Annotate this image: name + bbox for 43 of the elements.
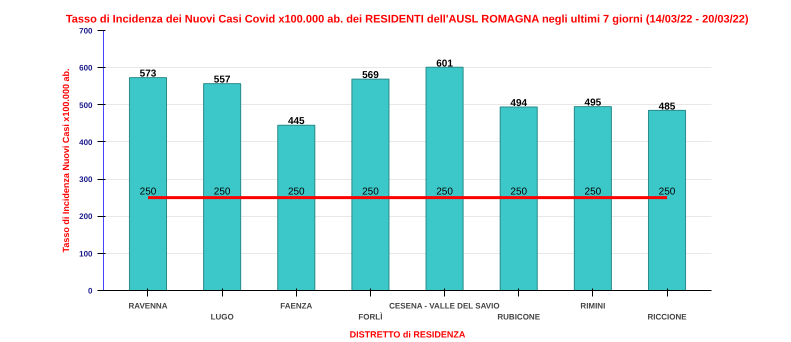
x-tick-label: CESENA - VALLE DEL SAVIO: [389, 302, 500, 310]
bar: [500, 106, 538, 290]
data-label: 601: [436, 58, 454, 70]
data-label: 495: [584, 98, 602, 109]
y-tick-label: 400: [79, 138, 94, 147]
data-label: 494: [510, 98, 528, 110]
x-tick-label: FORLÌ: [358, 311, 382, 322]
data-label: 250: [658, 186, 676, 198]
x-tick-label: RIMINI: [580, 302, 606, 310]
data-label: 569: [362, 70, 380, 82]
chart-title: Tasso di Incidenza dei Nuovi Casi Covid x100.000 ab. dei RESIDENTI dell'AUSL ROMAGNA negli ultimi 7 giorni (14/03/22 - 20/03/22): [66, 14, 749, 26]
bar: [648, 110, 686, 290]
x-tick-label: RICCIONE: [647, 312, 688, 322]
y-tick-label: 300: [79, 175, 94, 184]
data-label: 250: [584, 186, 602, 198]
bar: [203, 83, 242, 290]
bar: [351, 78, 390, 290]
x-tick-label: FAENZA: [280, 302, 313, 310]
x-tick-label: RUBICONE: [497, 312, 541, 322]
y-tick-label: 700: [79, 26, 94, 36]
bar: [277, 124, 316, 290]
bar: [128, 77, 168, 290]
data-label: 557: [214, 74, 231, 86]
y-axis-title: Tasso di Incidenza Nuovi Casi x100.000 ab.: [61, 68, 72, 252]
data-label: 250: [288, 186, 306, 198]
x-tick-label: RAVENNA: [128, 302, 168, 310]
y-tick-label: 500: [79, 100, 94, 110]
data-label: 250: [140, 186, 157, 198]
data-label: 445: [288, 116, 306, 128]
data-label: 485: [658, 101, 676, 112]
data-label: 250: [214, 186, 231, 198]
data-label: 250: [436, 186, 454, 198]
data-label: 250: [362, 186, 380, 198]
y-tick-label: 100: [79, 249, 94, 258]
y-tick-label: 0: [88, 286, 94, 296]
x-tick-label: LUGO: [210, 312, 234, 322]
x-axis-title: DISTRETTO di RESIDENZA: [350, 329, 466, 340]
y-tick-label: 200: [79, 212, 94, 222]
bar: [426, 66, 464, 290]
data-label: 573: [140, 68, 157, 80]
y-tick-label: 600: [79, 64, 94, 73]
bar: [574, 106, 612, 290]
data-label: 250: [510, 186, 528, 198]
